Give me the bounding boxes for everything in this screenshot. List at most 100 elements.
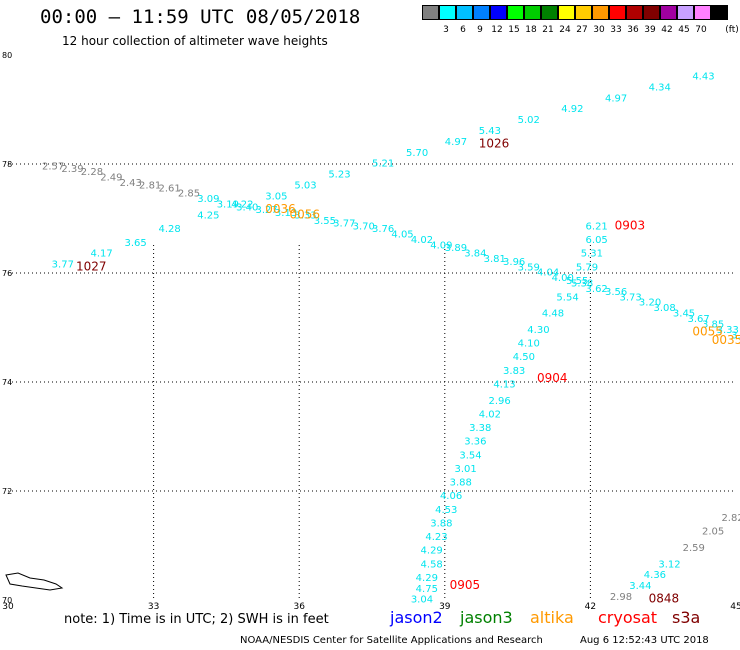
wave-height-value: 4.75 bbox=[416, 584, 438, 595]
wave-height-value: 6.21 bbox=[586, 221, 608, 232]
wave-height-value: 5.38 bbox=[571, 279, 593, 290]
wave-height-value: 4.97 bbox=[605, 93, 627, 104]
wave-height-value: 2.43 bbox=[120, 178, 142, 189]
color-scale-label: 30 bbox=[593, 25, 605, 35]
color-scale-label: 24 bbox=[559, 25, 571, 35]
satellite-label-altika: altika bbox=[530, 608, 574, 627]
pass-time-label: 0848 bbox=[649, 592, 680, 606]
wave-height-value: 3.44 bbox=[629, 581, 651, 592]
wave-height-value: 4.04 bbox=[537, 268, 559, 279]
color-swatch bbox=[711, 5, 728, 20]
wave-height-value: 3.73 bbox=[620, 292, 642, 303]
wave-height-value: 3.09 bbox=[197, 194, 219, 205]
color-swatch bbox=[575, 5, 592, 20]
lat-tick-label: 74 bbox=[2, 378, 12, 387]
wave-height-value: 3.45 bbox=[673, 309, 695, 320]
wave-height-value: 3.56 bbox=[605, 287, 627, 298]
wave-height-value: 3.27 bbox=[256, 205, 278, 216]
wave-height-value: 4.06 bbox=[440, 491, 462, 502]
wave-height-value: 3.85 bbox=[702, 320, 724, 331]
color-swatch bbox=[643, 5, 660, 20]
color-scale-label: 6 bbox=[460, 25, 466, 35]
pass-time-label: 0035 bbox=[712, 333, 740, 347]
wave-height-value: 2.98 bbox=[610, 592, 632, 603]
color-swatch bbox=[473, 5, 490, 20]
color-swatch bbox=[507, 5, 524, 20]
color-swatch bbox=[592, 5, 609, 20]
lat-tick-label: 70 bbox=[2, 596, 12, 605]
wave-height-value: 5.55 bbox=[566, 276, 588, 287]
wave-height-value: 3.81 bbox=[484, 254, 506, 265]
satellite-label-jason3: jason3 bbox=[460, 608, 513, 627]
wave-height-value: 3.05 bbox=[265, 191, 287, 202]
pass-time-label: 0036 bbox=[265, 202, 296, 216]
generated-timestamp: Aug 6 12:52:43 UTC 2018 bbox=[580, 635, 709, 646]
page-subtitle: 12 hour collection of altimeter wave hei… bbox=[62, 34, 328, 48]
color-scale-label: 42 bbox=[661, 25, 673, 35]
lat-tick-label: 76 bbox=[2, 269, 12, 278]
wave-height-value: 3.65 bbox=[124, 238, 146, 249]
wave-height-value: 3.59 bbox=[518, 262, 540, 273]
lon-tick-label: 45 bbox=[730, 602, 740, 612]
wave-height-value: 4.58 bbox=[421, 559, 443, 570]
wave-height-value: 4.10 bbox=[518, 339, 540, 350]
wave-height-value: 3.88 bbox=[430, 518, 452, 529]
wave-height-value: 3.36 bbox=[464, 437, 486, 448]
wave-height-value: 4.36 bbox=[644, 570, 666, 581]
color-scale-label: 12 bbox=[491, 25, 503, 35]
wave-height-value: 4.13 bbox=[493, 379, 515, 390]
wave-height-value: 3.54 bbox=[459, 450, 481, 461]
color-swatch bbox=[660, 5, 677, 20]
wave-height-value: 3.33 bbox=[294, 211, 316, 222]
color-scale-label: 3 bbox=[443, 25, 449, 35]
pass-time-label: 0056 bbox=[289, 208, 320, 222]
pass-time-label: 0904 bbox=[537, 371, 568, 385]
satellite-label-s3a: s3a bbox=[672, 608, 701, 627]
wave-height-value: 3.77 bbox=[333, 219, 355, 230]
wave-height-value: 2.05 bbox=[702, 527, 724, 538]
pass-time-label: 1026 bbox=[479, 137, 510, 151]
wave-height-value: 4.29 bbox=[421, 546, 443, 557]
color-swatch bbox=[456, 5, 473, 20]
wave-height-value: 3.96 bbox=[503, 257, 525, 268]
color-scale-label: 70 bbox=[695, 25, 707, 35]
wave-height-value: 5.21 bbox=[372, 159, 394, 170]
wave-height-value: 3.19 bbox=[217, 200, 239, 211]
color-swatch bbox=[422, 5, 439, 20]
color-swatch bbox=[694, 5, 711, 20]
wave-height-value: 3.08 bbox=[653, 303, 675, 314]
wave-height-value: 4.02 bbox=[411, 235, 433, 246]
footer-note: note: 1) Time is in UTC; 2) SWH is in fe… bbox=[64, 612, 329, 627]
wave-height-value: 3.67 bbox=[687, 314, 709, 325]
pass-time-label: 1027 bbox=[76, 259, 107, 273]
wave-height-value: 3.12 bbox=[658, 559, 680, 570]
lat-tick-label: 80 bbox=[2, 51, 12, 60]
wave-height-value: 5.31 bbox=[581, 249, 603, 260]
pass-time-label: 0905 bbox=[450, 578, 481, 592]
color-swatch bbox=[541, 5, 558, 20]
color-scale-label: 21 bbox=[542, 25, 554, 35]
wave-height-value: 4.30 bbox=[527, 325, 549, 336]
wave-height-value: 5.23 bbox=[328, 170, 350, 181]
wave-height-value: 3.33 bbox=[717, 325, 739, 336]
wave-height-value: 5.43 bbox=[479, 126, 501, 137]
wave-height-value: 4.02 bbox=[479, 409, 501, 420]
coastline bbox=[5, 572, 64, 591]
wave-height-value: 2.28 bbox=[81, 167, 103, 178]
wave-height-value: 4.92 bbox=[561, 104, 583, 115]
lon-tick-label: 36 bbox=[293, 602, 305, 612]
wave-height-value: 3.89 bbox=[445, 243, 467, 254]
wave-height-value: 2.82 bbox=[721, 513, 740, 524]
wave-height-value: 3.01 bbox=[455, 464, 477, 475]
color-scale-label: 33 bbox=[610, 25, 622, 35]
wave-height-value: 4.34 bbox=[649, 82, 671, 93]
wave-height-value: 4.17 bbox=[91, 249, 113, 260]
wave-height-value: 5.79 bbox=[576, 262, 598, 273]
lon-tick-label: 42 bbox=[585, 602, 596, 612]
color-scale-label: 45 bbox=[678, 25, 690, 35]
wave-height-value: 4.00 bbox=[552, 273, 574, 284]
wave-height-value: 4.48 bbox=[542, 309, 564, 320]
color-swatch bbox=[558, 5, 575, 20]
color-swatch bbox=[609, 5, 626, 20]
wave-height-value: 2.61 bbox=[158, 183, 180, 194]
